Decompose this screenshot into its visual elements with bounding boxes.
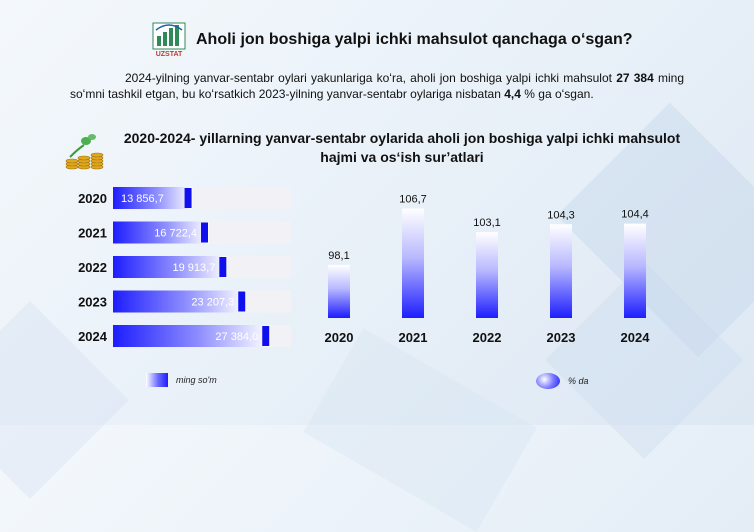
hbar-value-label: 27 384,0	[215, 331, 258, 343]
legend-hbar-label: ming so'm	[176, 375, 217, 385]
intro-growth: 4,4	[504, 87, 521, 101]
uzstat-logo: UZSTAT	[152, 22, 186, 58]
vbar-2022	[476, 232, 498, 318]
hbar-2023	[113, 290, 247, 313]
vbar-year-label: 2021	[399, 330, 428, 345]
hbar-marker	[262, 326, 270, 346]
page-title: Aholi jon boshiga yalpi ichki mahsulot q…	[196, 31, 633, 48]
vbar-value-label: 104,4	[621, 209, 649, 221]
vbar-value-label: 98,1	[328, 250, 349, 262]
intro-text-2: ming soʻmni tashkil etgan, bu koʻrsatkic…	[70, 71, 685, 101]
legend-vbar-label: % da	[568, 376, 589, 386]
hbar-year-label: 2021	[78, 226, 107, 241]
intro-text-1: 2024-yilning yanvar-sentabr oylari yakun…	[125, 71, 612, 85]
vbar-year-label: 2020	[325, 330, 354, 345]
hbar-marker	[184, 188, 192, 208]
hbar-2024	[113, 325, 271, 347]
legend-swatch-icon	[146, 373, 168, 387]
legend-hbar: ming so'm	[146, 373, 217, 387]
hbar-value-label: 23 207,3	[191, 297, 234, 309]
hbar-year-label: 2023	[78, 295, 107, 310]
hbar-year-label: 2024	[78, 329, 108, 344]
hbar-year-label: 2020	[78, 191, 107, 206]
hbar-value-label: 16 722,4	[154, 228, 197, 240]
hbar-marker	[219, 257, 227, 277]
hbar-value-label: 19 913,7	[173, 262, 216, 274]
logo-emblem-icon	[152, 22, 186, 50]
vbar-year-label: 2022	[473, 330, 502, 345]
intro-paragraph: 2024-yilning yanvar-sentabr oylari yakun…	[70, 70, 684, 102]
vbar-year-label: 2024	[621, 330, 651, 345]
legend-vbar: % da	[536, 373, 589, 389]
chart-subtitle: 2020-2024- yillarning yanvar-sentabr oyl…	[123, 130, 681, 165]
charts-canvas: 2020 13 856,7 2021 16 722,4 2022 19 913,7 2023…	[78, 187, 651, 347]
vbar-2024	[624, 223, 646, 318]
vbar-2023	[550, 224, 572, 318]
hbar-2022	[113, 256, 228, 278]
hbar-chart: 2020 13 856,7 2021 16 722,4 2022 19 913,7 2023…	[78, 187, 291, 347]
hbar-2021	[113, 221, 210, 244]
logo-text: UZSTAT	[155, 51, 183, 58]
coins-growth-icon	[65, 134, 104, 170]
vbar-chart: 98,1 2020 106,7 2021 103,1 2022 104,3 2023 104,4…	[325, 194, 651, 345]
intro-text-3: % ga oʻsgan.	[524, 87, 594, 101]
vbar-value-label: 103,1	[473, 217, 501, 229]
hbar-marker	[201, 222, 209, 243]
vbar-2020	[328, 264, 350, 318]
vbar-2021	[402, 208, 424, 318]
hbar-year-label: 2022	[78, 260, 107, 275]
legend-dot-icon	[536, 373, 560, 389]
header: UZSTAT	[152, 20, 186, 60]
vbar-year-label: 2023	[547, 330, 576, 345]
hbar-value-label: 13 856,7	[121, 193, 164, 205]
intro-value: 27 384	[616, 71, 654, 85]
hbar-2020	[113, 187, 193, 209]
vbar-value-label: 106,7	[399, 194, 427, 206]
vbar-value-label: 104,3	[547, 209, 575, 221]
hbar-marker	[238, 291, 246, 312]
